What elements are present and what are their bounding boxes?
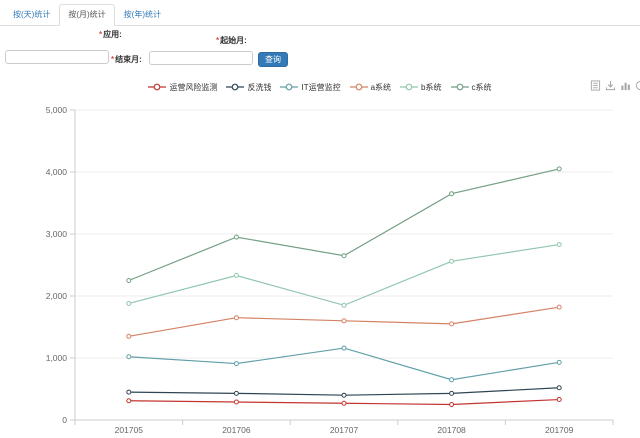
tab-month-stats[interactable]: 按(月)统计 xyxy=(59,4,115,26)
required-mark: * xyxy=(216,36,220,45)
series-marker-反洗钱[interactable] xyxy=(556,385,562,391)
x-axis-tick-label: 201705 xyxy=(115,425,144,435)
legend-item-a系统[interactable]: a系统 xyxy=(349,82,392,93)
legend-item-运营风险监测[interactable]: 运营风险监测 xyxy=(148,82,217,93)
legend-item-label: a系统 xyxy=(370,82,392,92)
series-marker-a系统[interactable] xyxy=(233,315,239,321)
series-marker-b系统[interactable] xyxy=(341,302,347,308)
data-view-icon[interactable] xyxy=(590,80,601,91)
series-marker-c系统[interactable] xyxy=(126,278,132,283)
series-line-c系统[interactable] xyxy=(128,168,560,282)
series-marker-反洗钱[interactable] xyxy=(126,389,132,395)
bar-chart-icon[interactable] xyxy=(620,80,631,91)
legend-item-b系统[interactable]: b系统 xyxy=(400,82,442,93)
start-month-input[interactable] xyxy=(5,50,109,64)
series-marker-运营风险监测[interactable] xyxy=(556,397,562,403)
series-marker-IT运营监控[interactable] xyxy=(126,354,132,360)
required-mark: * xyxy=(111,55,115,64)
series-marker-运营风险监测[interactable] xyxy=(233,399,239,405)
series-marker-a系统[interactable] xyxy=(449,321,455,327)
series-marker-a系统[interactable] xyxy=(126,333,132,339)
tab-bar: 按(天)统计 按(月)统计 按(年)统计 xyxy=(0,0,640,26)
pie-chart-icon[interactable] xyxy=(635,80,640,91)
legend-item-c系统[interactable]: c系统 xyxy=(450,82,492,93)
y-axis-tick-label: 2,000 xyxy=(46,291,68,301)
x-axis-tick-label: 201708 xyxy=(437,425,466,435)
series-marker-反洗钱[interactable] xyxy=(341,392,347,398)
legend-line-marker-icon xyxy=(349,83,368,91)
legend-line-marker-icon xyxy=(226,83,245,91)
legend-item-label: IT运营监控 xyxy=(301,82,341,92)
download-icon[interactable] xyxy=(605,80,616,91)
start-month-label: *起始月: xyxy=(216,36,247,45)
x-axis-tick-label: 201709 xyxy=(545,425,574,435)
tab-day-stats[interactable]: 按(天)统计 xyxy=(13,10,51,19)
tab-year-stats[interactable]: 按(年)统计 xyxy=(123,10,161,19)
series-marker-运营风险监测[interactable] xyxy=(341,400,347,406)
series-marker-c系统[interactable] xyxy=(341,253,347,259)
series-marker-IT运营监控[interactable] xyxy=(233,361,239,367)
series-marker-b系统[interactable] xyxy=(449,258,455,264)
chart-legend: 运营风险监测 反洗钱 IT运营监控 a系统 b系统 c系统 xyxy=(0,80,640,94)
series-marker-IT运营监控[interactable] xyxy=(556,359,562,365)
legend-item-label: b系统 xyxy=(421,82,442,92)
end-month-input[interactable] xyxy=(149,51,253,65)
series-marker-c系统[interactable] xyxy=(233,234,239,240)
series-marker-c系统[interactable] xyxy=(556,166,562,172)
legend-item-label: 运营风险监测 xyxy=(169,82,218,92)
legend-line-marker-icon xyxy=(148,83,167,91)
y-axis-tick-label: 3,000 xyxy=(46,229,68,239)
end-month-label: *结束月: xyxy=(111,55,142,64)
y-axis-tick-label: 5,000 xyxy=(46,105,68,115)
y-axis-tick-label: 1,000 xyxy=(46,353,68,363)
y-axis-tick-label: 4,000 xyxy=(46,167,68,177)
x-axis-tick-label: 201706 xyxy=(222,425,251,435)
app-label: *应用: xyxy=(99,30,122,39)
legend-item-IT运营监控[interactable]: IT运营监控 xyxy=(280,82,341,93)
legend-item-反洗钱[interactable]: 反洗钱 xyxy=(226,82,271,93)
legend-item-label: 反洗钱 xyxy=(247,82,272,92)
series-marker-a系统[interactable] xyxy=(556,304,562,310)
chart-toolbox xyxy=(590,80,640,91)
series-marker-b系统[interactable] xyxy=(556,242,562,248)
series-marker-反洗钱[interactable] xyxy=(449,390,455,396)
series-marker-a系统[interactable] xyxy=(341,318,347,324)
legend-line-marker-icon xyxy=(400,83,419,91)
query-button[interactable]: 查询 xyxy=(258,52,288,67)
series-marker-IT运营监控[interactable] xyxy=(341,345,347,351)
legend-item-label: c系统 xyxy=(471,82,492,92)
x-axis-tick-label: 201707 xyxy=(330,425,359,435)
series-line-IT运营监控[interactable] xyxy=(128,347,560,381)
series-marker-反洗钱[interactable] xyxy=(233,390,239,396)
series-marker-运营风险监测[interactable] xyxy=(449,402,455,407)
required-mark: * xyxy=(99,30,103,39)
series-marker-b系统[interactable] xyxy=(126,300,132,306)
series-marker-运营风险监测[interactable] xyxy=(126,398,132,404)
series-marker-c系统[interactable] xyxy=(449,191,455,197)
y-axis-tick-label: 0 xyxy=(62,415,67,425)
series-marker-b系统[interactable] xyxy=(233,273,239,279)
series-marker-IT运营监控[interactable] xyxy=(449,377,455,383)
legend-line-marker-icon xyxy=(450,83,469,91)
legend-line-marker-icon xyxy=(280,83,299,91)
